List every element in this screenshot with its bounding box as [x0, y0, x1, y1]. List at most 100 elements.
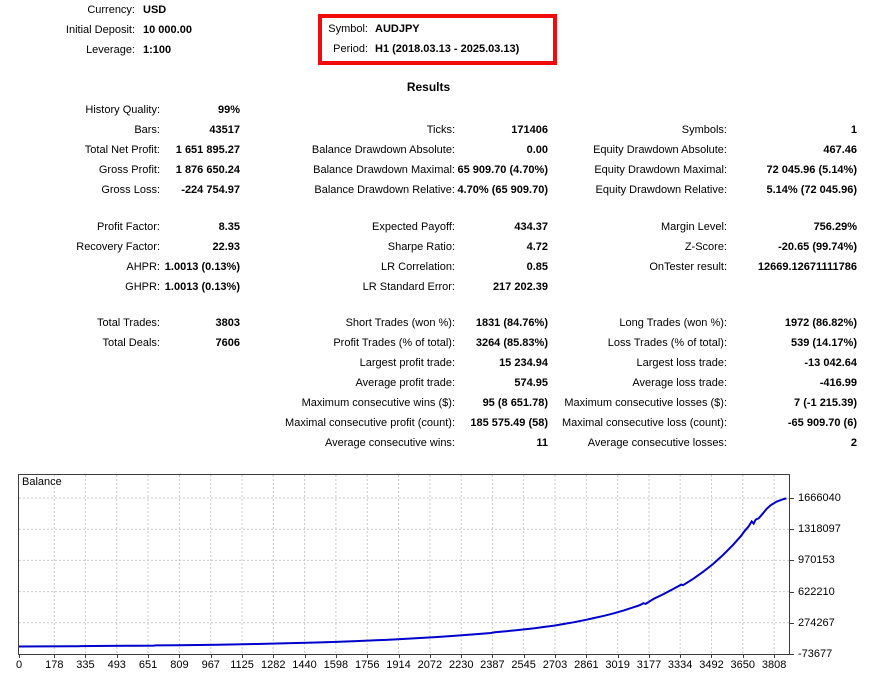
stats-block: Profit Factor: 8.35 Expected Payoff: 434.37…	[0, 217, 857, 297]
y-axis-tick	[790, 560, 794, 562]
y-axis-label: 1318097	[798, 523, 841, 536]
x-axis-label: 178	[45, 659, 64, 671]
stats-block: History Quality: 99% Bars: 43517 Ticks: 17140…	[0, 100, 857, 200]
account-info-label: Currency:	[87, 4, 135, 16]
stat-value: 2	[850, 437, 857, 449]
y-axis-tick	[790, 498, 794, 499]
x-axis-tick	[774, 655, 776, 658]
account-info: Currency: USD Initial Deposit: 10 000.00 Lev…	[0, 0, 192, 60]
stat-label: Z-Score:	[684, 241, 727, 253]
stat-value: 5.14% (72 045.96)	[766, 184, 857, 196]
stat-label: Sharpe Ratio:	[387, 241, 455, 253]
x-axis-label: 335	[76, 659, 95, 671]
stat-label: Maximal consecutive loss (count):	[561, 417, 727, 429]
stat-value: -13 042.64	[804, 357, 857, 369]
stat-label: LR Correlation:	[381, 261, 455, 273]
stat-value: 11	[536, 437, 548, 449]
stat-value: 0.00	[526, 144, 548, 156]
x-axis-label: 493	[107, 659, 126, 671]
account-info-label: Leverage:	[86, 44, 135, 56]
stat-label: Ticks:	[426, 124, 455, 136]
stat-label: Equity Drawdown Absolute:	[593, 144, 727, 156]
x-axis-tick	[304, 655, 306, 658]
symbol-box-label: Symbol:	[328, 23, 368, 35]
results-title: Results	[406, 80, 451, 94]
x-axis-tick	[54, 655, 56, 658]
x-axis-label: 2230	[448, 659, 474, 671]
stat-value: 7606	[215, 337, 240, 349]
x-axis-label: 1282	[260, 659, 286, 671]
stat-label: Recovery Factor:	[76, 241, 160, 253]
stat-value: 1	[850, 124, 857, 136]
stat-label: History Quality:	[85, 104, 160, 116]
x-axis-tick	[492, 655, 494, 658]
symbol-box-row: Symbol: AUDJPY	[322, 19, 553, 39]
account-info-row: Leverage: 1:100	[0, 40, 192, 60]
y-axis-tick	[790, 622, 794, 624]
balance-chart: Balance	[18, 474, 790, 655]
stat-value: 467.46	[823, 144, 857, 156]
stat-label: Equity Drawdown Maximal:	[594, 164, 727, 176]
x-axis-label: 1125	[230, 659, 254, 671]
x-axis-label: 2861	[574, 659, 599, 671]
balance-chart-canvas	[19, 475, 789, 654]
x-axis-label: 2703	[542, 659, 568, 671]
x-axis-tick	[85, 655, 87, 658]
stat-value: 22.93	[212, 241, 240, 253]
stat-label: Average loss trade:	[632, 377, 727, 389]
stat-value: 3803	[215, 317, 240, 329]
x-axis-tick	[555, 655, 556, 658]
stat-label: Balance Drawdown Maximal:	[313, 164, 455, 176]
x-axis-label: 3808	[761, 659, 787, 671]
x-axis-label: 2387	[480, 659, 505, 671]
stat-label: Profit Trades (% of total):	[333, 337, 455, 349]
stat-label: Largest profit trade:	[359, 357, 455, 369]
stat-label: Average consecutive wins:	[324, 437, 455, 449]
x-axis-label: 3650	[730, 659, 756, 671]
y-axis-label: 970153	[798, 554, 835, 567]
stat-value: 217 202.39	[492, 281, 548, 293]
stat-label: Maximum consecutive losses ($):	[564, 397, 727, 409]
stat-value: 574.95	[514, 377, 548, 389]
x-axis-tick	[367, 655, 369, 658]
stat-value: 756.29%	[813, 221, 857, 233]
symbol-box-row: Period: H1 (2018.03.13 - 2025.03.13)	[322, 39, 553, 59]
x-axis-label: 1756	[354, 659, 380, 671]
stat-label: Maximum consecutive wins ($):	[301, 397, 455, 409]
stat-value: 1831 (84.76%)	[475, 317, 548, 329]
x-axis-label: 3019	[605, 659, 630, 671]
x-axis-label: 3177	[636, 659, 662, 671]
x-axis-tick	[242, 655, 244, 658]
stat-label: Equity Drawdown Relative:	[595, 184, 727, 196]
x-axis-label: 2072	[417, 659, 443, 671]
stat-label: Largest loss trade:	[636, 357, 728, 369]
y-axis-tick	[790, 529, 794, 531]
stat-label: OnTester result:	[649, 261, 727, 273]
stat-value: -416.99	[819, 377, 857, 389]
stat-value: 7 (-1 215.39)	[794, 397, 857, 409]
stat-label: Symbols:	[681, 124, 727, 136]
stat-label: Balance Drawdown Absolute:	[311, 144, 455, 156]
x-axis-tick	[711, 655, 713, 658]
stat-label: Loss Trades (% of total):	[607, 337, 727, 349]
stat-value: 4.72	[526, 241, 548, 253]
stat-label: Short Trades (won %):	[345, 317, 455, 329]
stat-label: Balance Drawdown Relative:	[314, 184, 455, 196]
x-axis-label: 3492	[699, 659, 724, 671]
x-axis-tick	[273, 655, 275, 658]
account-info-value: 10 000.00	[143, 24, 192, 36]
y-axis-label: -73677	[798, 648, 833, 660]
stat-value: -20.65 (99.74%)	[778, 241, 857, 253]
y-axis-label: 1666040	[798, 492, 841, 504]
chart-title: Balance	[22, 476, 62, 488]
x-axis-tick	[116, 655, 118, 658]
stat-label: Total Trades:	[97, 317, 160, 329]
stat-value: 1 651 895.27	[175, 144, 240, 156]
stat-value: 72 045.96 (5.14%)	[766, 164, 857, 176]
stat-label: Maximal consecutive profit (count):	[285, 417, 455, 429]
account-info-value: 1:100	[143, 44, 172, 56]
x-axis-tick	[461, 655, 463, 658]
stat-label: Long Trades (won %):	[619, 317, 727, 329]
symbol-period-highlight-box: Symbol: AUDJPY Period: H1 (2018.03.13 - 202…	[318, 14, 557, 65]
stat-label: Gross Profit:	[98, 164, 160, 176]
